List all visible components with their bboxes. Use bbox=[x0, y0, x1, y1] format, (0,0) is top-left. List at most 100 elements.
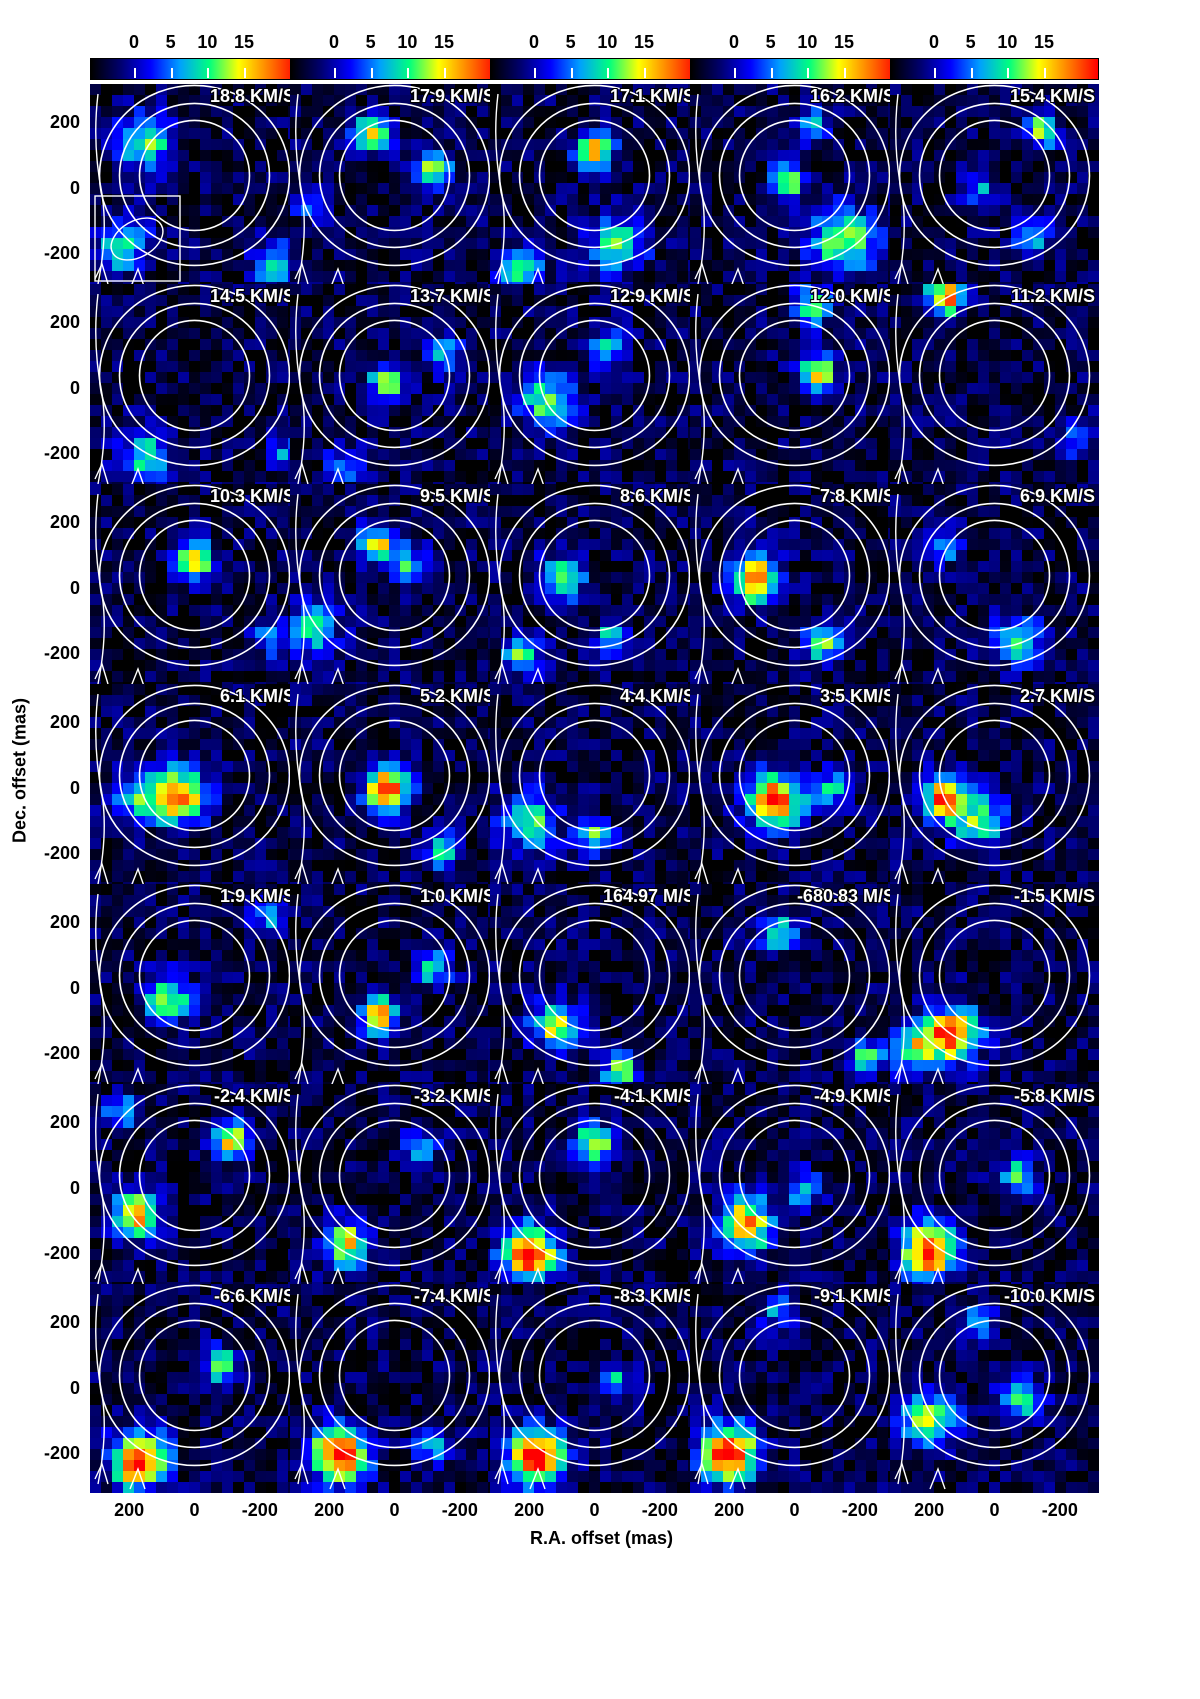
colorbar bbox=[290, 58, 499, 80]
contour-ring bbox=[98, 684, 291, 867]
colorbar-tick bbox=[934, 68, 936, 78]
channel-heatmap bbox=[290, 684, 499, 893]
contour-overlay bbox=[894, 1284, 1091, 1490]
contour-ring bbox=[498, 1284, 691, 1467]
contour-ring bbox=[698, 884, 891, 1067]
bottom-contour-line bbox=[94, 1062, 146, 1090]
contour-ring bbox=[338, 519, 451, 632]
colorbar-tick bbox=[607, 68, 610, 78]
channel-heatmap bbox=[490, 284, 699, 493]
x-tick-label: 200 bbox=[914, 1500, 945, 1520]
colorbar-tick bbox=[1007, 68, 1010, 78]
colorbar-tick-label: 5 bbox=[365, 32, 376, 52]
colorbar-tick bbox=[407, 68, 410, 78]
bottom-contour-line bbox=[94, 262, 146, 290]
contour-overlay bbox=[694, 484, 891, 690]
contour-overlay bbox=[894, 284, 1091, 490]
contour-ring bbox=[698, 1284, 891, 1467]
outer-contour-line bbox=[295, 693, 305, 885]
contour-overlay bbox=[94, 1284, 291, 1490]
channel-heatmap bbox=[490, 1084, 699, 1293]
channel-panel: -4.9 KM/S bbox=[690, 1084, 899, 1293]
contour-ring bbox=[718, 1302, 871, 1449]
bottom-contour-line bbox=[94, 862, 146, 890]
colorbar bbox=[690, 58, 899, 80]
contour-ring bbox=[918, 902, 1071, 1049]
channel-panel: 7.8 KM/S bbox=[690, 484, 899, 693]
outer-contour-line bbox=[95, 293, 105, 485]
colorbar-tick-label: 10 bbox=[797, 32, 818, 52]
outer-contour-line bbox=[95, 1093, 105, 1285]
channel-panel: -5.8 KM/S bbox=[890, 1084, 1099, 1293]
colorbar-tick bbox=[370, 68, 373, 78]
velocity-label: -5.8 KM/S bbox=[1013, 1086, 1095, 1106]
velocity-label: 14.5 KM/S bbox=[209, 286, 295, 306]
contour-ring bbox=[138, 919, 251, 1032]
velocity-label: 15.4 KM/S bbox=[1009, 86, 1095, 106]
contour-ring bbox=[538, 1119, 651, 1232]
contour-ring bbox=[118, 302, 271, 449]
contour-ring bbox=[298, 484, 491, 667]
channel-heatmap bbox=[490, 884, 699, 1093]
contour-ring bbox=[738, 719, 851, 832]
velocity-label: 12.9 KM/S bbox=[609, 286, 695, 306]
velocity-label: -7.4 KM/S bbox=[413, 1286, 495, 1306]
y-tick-label: -200 bbox=[43, 1242, 80, 1263]
contour-overlay bbox=[294, 1084, 491, 1290]
bottom-contour-line bbox=[294, 1462, 346, 1490]
colorbar-tick-label: 15 bbox=[233, 32, 255, 52]
contour-ring bbox=[698, 484, 891, 667]
channel-heatmap bbox=[290, 1284, 499, 1493]
contour-ring bbox=[338, 119, 451, 232]
outer-contour-line bbox=[895, 293, 905, 485]
channel-panel: 8.6 KM/S bbox=[490, 484, 699, 693]
contour-ring bbox=[898, 484, 1091, 667]
contour-overlay bbox=[294, 284, 491, 490]
channel-panel: 18.8 KM/S bbox=[90, 84, 299, 293]
outer-contour-line bbox=[95, 93, 105, 285]
channel-heatmap bbox=[490, 684, 699, 893]
contour-ring bbox=[318, 1302, 471, 1449]
velocity-label: 6.9 KM/S bbox=[1019, 486, 1095, 506]
y-tick-label: 200 bbox=[49, 112, 80, 133]
channel-heatmap bbox=[90, 84, 299, 293]
contour-ring bbox=[898, 684, 1091, 867]
outer-contour-line bbox=[495, 693, 505, 885]
outer-contour-line bbox=[295, 893, 305, 1085]
colorbar-tick-label: 5 bbox=[765, 32, 776, 52]
channel-panel: 5.2 KM/S bbox=[290, 684, 499, 893]
channel-panel: 17.1 KM/S bbox=[490, 84, 699, 293]
outer-contour-line bbox=[495, 893, 505, 1085]
contour-ring bbox=[138, 1319, 251, 1432]
bottom-contour-line bbox=[694, 462, 746, 490]
contour-ring bbox=[918, 102, 1071, 249]
colorbar-tick-label: 15 bbox=[633, 32, 655, 52]
contour-ring bbox=[138, 1119, 251, 1232]
channel-heatmap bbox=[290, 84, 499, 293]
contour-ring bbox=[938, 1119, 1051, 1232]
velocity-label: -4.9 KM/S bbox=[813, 1086, 895, 1106]
contour-ring bbox=[518, 1102, 671, 1249]
velocity-label: 2.7 KM/S bbox=[1019, 686, 1095, 706]
channel-panel: -6.6 KM/S bbox=[90, 1284, 299, 1493]
x-tick-label: 200 bbox=[514, 1500, 545, 1520]
contour-ring bbox=[318, 302, 471, 449]
colorbar-tick bbox=[770, 68, 773, 78]
colorbar-tick-label: 15 bbox=[1033, 32, 1055, 52]
channel-panel: 1.9 KM/S bbox=[90, 884, 299, 1093]
bottom-contour-line bbox=[894, 262, 946, 290]
contour-overlay bbox=[694, 884, 891, 1090]
channel-panel: 164.97 M/S bbox=[490, 884, 699, 1093]
y-tick-label: 200 bbox=[49, 912, 80, 933]
y-tick-label: 200 bbox=[49, 1312, 80, 1333]
outer-contour-line bbox=[295, 293, 305, 485]
y-tick-label: -200 bbox=[43, 442, 80, 463]
contour-ring bbox=[738, 919, 851, 1032]
velocity-label: 8.6 KM/S bbox=[619, 486, 695, 506]
x-tick-label: 200 bbox=[114, 1500, 145, 1520]
y-tick-label: 0 bbox=[69, 177, 80, 198]
contour-overlay bbox=[94, 684, 291, 890]
contour-ring bbox=[338, 1319, 451, 1432]
contour-overlay bbox=[894, 684, 1091, 890]
contour-overlay bbox=[294, 884, 491, 1090]
